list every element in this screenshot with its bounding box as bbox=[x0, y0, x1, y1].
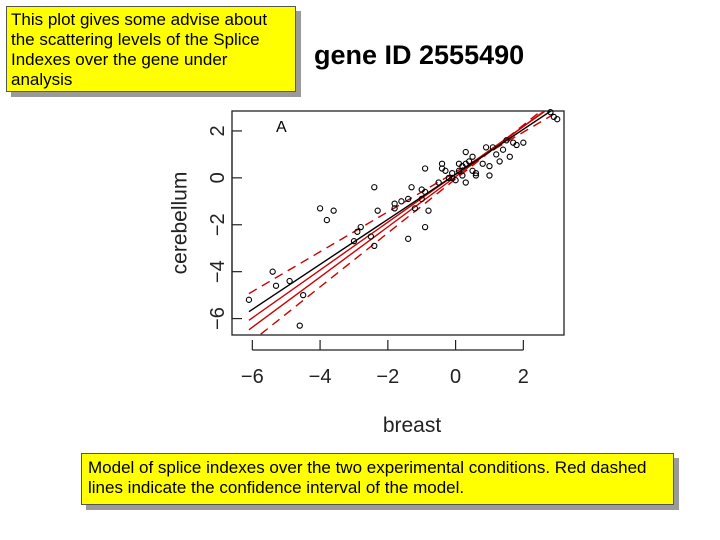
data-point bbox=[445, 174, 452, 181]
data-point bbox=[503, 137, 510, 144]
data-point bbox=[435, 179, 442, 186]
chart-title: gene ID 2555490 bbox=[314, 40, 525, 70]
data-point bbox=[408, 184, 415, 191]
data-point bbox=[462, 148, 469, 156]
data-point bbox=[316, 205, 324, 212]
regression-line bbox=[248, 111, 553, 313]
data-point bbox=[489, 144, 497, 151]
x-tick-label: −4 bbox=[309, 366, 332, 388]
data-point bbox=[323, 216, 331, 224]
data-point bbox=[371, 242, 378, 250]
data-point bbox=[455, 167, 463, 174]
data-point bbox=[459, 172, 466, 179]
y-axis-title: cerebellum bbox=[169, 172, 192, 275]
y-axis: −6 −4 −2 0 2 bbox=[207, 125, 242, 330]
data-point bbox=[418, 195, 425, 203]
data-point bbox=[374, 207, 381, 214]
data-point bbox=[472, 170, 480, 177]
data-point bbox=[421, 188, 429, 196]
data-point bbox=[442, 167, 449, 174]
data-point bbox=[486, 162, 493, 170]
data-point bbox=[513, 141, 520, 149]
y-tick-label: 2 bbox=[207, 125, 229, 136]
data-point bbox=[472, 172, 480, 179]
data-point bbox=[330, 207, 337, 214]
data-point bbox=[520, 139, 527, 146]
model-line-2 bbox=[248, 111, 546, 331]
x-axis: −6 −4 −2 0 2 bbox=[241, 340, 529, 388]
fit-line bbox=[248, 111, 553, 313]
data-point bbox=[469, 153, 476, 160]
data-point bbox=[299, 291, 307, 299]
y-tick-label: −4 bbox=[207, 260, 229, 283]
data-point bbox=[462, 179, 469, 186]
data-point bbox=[482, 144, 490, 151]
confidence-line-2 bbox=[258, 111, 543, 335]
data-point bbox=[493, 151, 500, 158]
x-tick-label: −6 bbox=[241, 366, 264, 388]
data-point bbox=[499, 146, 507, 153]
panel-label: A bbox=[276, 119, 287, 136]
confidence-interval-lines bbox=[248, 111, 558, 335]
data-point bbox=[421, 165, 429, 172]
annotation-note-bottom: Model of splice indexes over the two exp… bbox=[81, 453, 674, 505]
data-point bbox=[554, 116, 561, 123]
data-point bbox=[506, 153, 513, 160]
x-tick-label: 2 bbox=[518, 366, 529, 388]
data-point bbox=[371, 184, 378, 191]
model-lines bbox=[248, 111, 547, 331]
data-point bbox=[354, 228, 361, 235]
data-point bbox=[405, 195, 412, 203]
data-point bbox=[421, 223, 429, 231]
data-point bbox=[547, 109, 554, 116]
data-point bbox=[269, 268, 276, 275]
data-point bbox=[496, 158, 503, 165]
data-point bbox=[296, 322, 303, 329]
data-points bbox=[245, 109, 561, 329]
data-point bbox=[405, 235, 412, 242]
data-point bbox=[272, 282, 280, 289]
annotation-note-top: This plot gives some advise about the sc… bbox=[6, 6, 296, 92]
data-point bbox=[425, 207, 432, 214]
y-tick-label: −6 bbox=[207, 307, 229, 330]
data-point bbox=[391, 200, 398, 207]
x-tick-label: 0 bbox=[450, 366, 461, 388]
data-point bbox=[367, 233, 375, 240]
data-point bbox=[357, 223, 364, 231]
data-point bbox=[286, 277, 293, 285]
data-point bbox=[350, 238, 358, 245]
data-point bbox=[449, 170, 456, 177]
data-point bbox=[398, 198, 405, 205]
y-tick-label: 0 bbox=[207, 172, 229, 183]
data-point bbox=[452, 177, 459, 184]
y-tick-label: −2 bbox=[207, 213, 229, 236]
x-tick-label: −2 bbox=[376, 366, 399, 388]
data-point bbox=[411, 205, 419, 212]
data-point bbox=[486, 172, 493, 179]
data-point bbox=[465, 158, 473, 165]
data-point bbox=[479, 160, 486, 167]
data-point bbox=[245, 296, 253, 303]
x-axis-title: breast bbox=[383, 414, 442, 437]
